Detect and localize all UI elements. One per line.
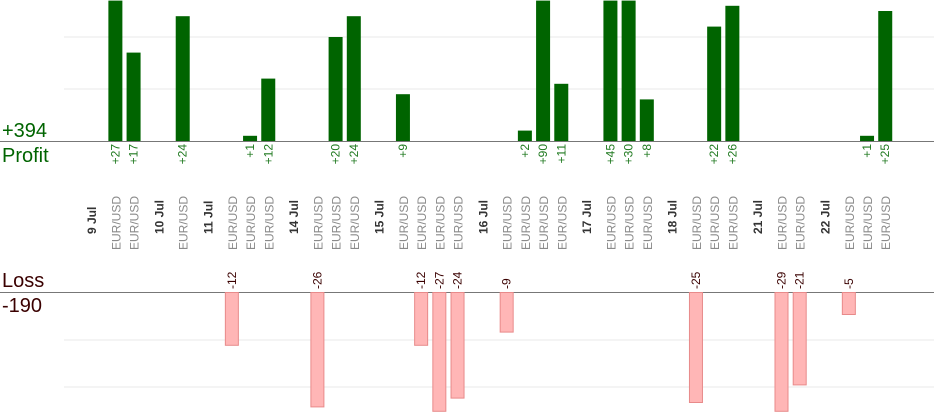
loss-value-label: -29	[775, 271, 789, 289]
symbol-label: EUR/USD	[879, 196, 893, 250]
symbol-label: EUR/USD	[555, 196, 569, 250]
profit-value-label: +12	[261, 144, 275, 165]
date-label: 14 Jul	[287, 200, 301, 234]
profit-bar	[346, 16, 361, 142]
loss-bar	[414, 292, 429, 346]
profit-bar	[517, 130, 532, 141]
symbol-label: EUR/USD	[690, 196, 704, 250]
loss-bar	[792, 292, 807, 386]
loss-bar	[224, 292, 239, 346]
profit-value-label: +22	[707, 144, 721, 165]
profit-value-label: +1	[243, 144, 257, 158]
symbol-label: EUR/USD	[537, 196, 551, 250]
symbol-label: EUR/USD	[776, 196, 790, 250]
profit-value-label: +1	[860, 144, 874, 158]
symbol-label: EUR/USD	[397, 196, 411, 250]
loss-value-label: -26	[310, 271, 324, 289]
symbol-label: EUR/USD	[794, 196, 808, 250]
date-label: 15 Jul	[373, 200, 387, 234]
symbol-label: EUR/USD	[311, 196, 325, 250]
symbol-label: EUR/USD	[519, 196, 533, 250]
loss-value-label: -21	[793, 271, 807, 289]
date-label: 10 Jul	[152, 200, 166, 234]
loss-value-label: -12	[225, 271, 239, 289]
profit-bar	[261, 78, 276, 141]
profit-bar	[536, 0, 551, 141]
symbol-label: EUR/USD	[415, 196, 429, 250]
profit-bar	[621, 0, 636, 141]
symbol-label: EUR/USD	[262, 196, 276, 250]
symbol-label: EUR/USD	[177, 196, 191, 250]
symbol-label: EUR/USD	[244, 196, 258, 250]
loss-bar	[499, 292, 514, 333]
profit-value-label: +25	[878, 144, 892, 165]
profit-bar	[878, 11, 893, 141]
date-label: 16 Jul	[476, 200, 490, 234]
loss-bar	[774, 292, 789, 412]
profit-bar	[395, 94, 410, 141]
loss-value-label: -25	[689, 271, 703, 289]
profit-value-label: +17	[127, 144, 141, 165]
profit-bar	[707, 26, 722, 142]
loss-bar	[688, 292, 703, 403]
symbol-label: EUR/USD	[452, 196, 466, 250]
profit-bar	[603, 0, 618, 141]
loss-value-label: -9	[500, 278, 514, 289]
profit-value-label: +9	[396, 144, 410, 158]
loss-value-label: -12	[414, 271, 428, 289]
date-label: 21 Jul	[751, 200, 765, 234]
date-label: 17 Jul	[580, 200, 594, 234]
date-label: 9 Jul	[85, 207, 99, 234]
profit-total-label: +394	[2, 120, 48, 142]
symbol-label: EUR/USD	[433, 196, 447, 250]
loss-total-label: -190	[2, 295, 43, 317]
symbol-label: EUR/USD	[604, 196, 618, 250]
symbol-label: EUR/USD	[109, 196, 123, 250]
profit-bar	[639, 99, 654, 141]
symbol-label: EUR/USD	[843, 196, 857, 250]
date-label: 18 Jul	[666, 200, 680, 234]
profit-bar	[243, 135, 258, 141]
profit-bar	[126, 52, 141, 141]
profit-value-label: +24	[176, 144, 190, 165]
profit-value-label: +30	[622, 144, 636, 165]
loss-bar	[310, 292, 325, 408]
profit-value-label: +20	[329, 144, 343, 165]
loss-bar	[450, 292, 465, 399]
profit-bar	[175, 16, 190, 142]
symbol-label: EUR/USD	[501, 196, 515, 250]
symbol-label: EUR/USD	[708, 196, 722, 250]
profit-title: Profit	[2, 145, 49, 167]
date-label: 11 Jul	[201, 201, 215, 234]
symbol-label: EUR/USD	[861, 196, 875, 250]
profit-bar	[108, 0, 123, 141]
symbol-label: EUR/USD	[128, 196, 142, 250]
symbol-label: EUR/USD	[726, 196, 740, 250]
profit-bar	[328, 37, 343, 141]
profit-value-label: +90	[536, 144, 550, 165]
loss-title: Loss	[2, 270, 45, 292]
profit-bar	[860, 135, 875, 141]
symbol-label: EUR/USD	[623, 196, 637, 250]
symbol-label: EUR/USD	[226, 196, 240, 250]
loss-value-label: -24	[451, 271, 465, 289]
symbol-label: EUR/USD	[330, 196, 344, 250]
profit-bar	[725, 5, 740, 141]
profit-value-label: +24	[347, 144, 361, 165]
profit-value-label: +26	[725, 144, 739, 165]
profit-value-label: +8	[640, 144, 654, 158]
profit-value-label: +45	[603, 144, 617, 165]
symbol-label: EUR/USD	[348, 196, 362, 250]
profit-value-label: +27	[108, 144, 122, 165]
profit-bar	[554, 83, 569, 141]
profit-value-label: +11	[554, 144, 568, 164]
profit-value-label: +2	[518, 144, 532, 158]
symbol-label: EUR/USD	[641, 196, 655, 250]
loss-value-label: -27	[432, 271, 446, 289]
loss-value-label: -5	[842, 278, 856, 289]
loss-bar	[841, 292, 856, 315]
loss-bar	[432, 292, 447, 412]
date-label: 22 Jul	[818, 200, 832, 234]
